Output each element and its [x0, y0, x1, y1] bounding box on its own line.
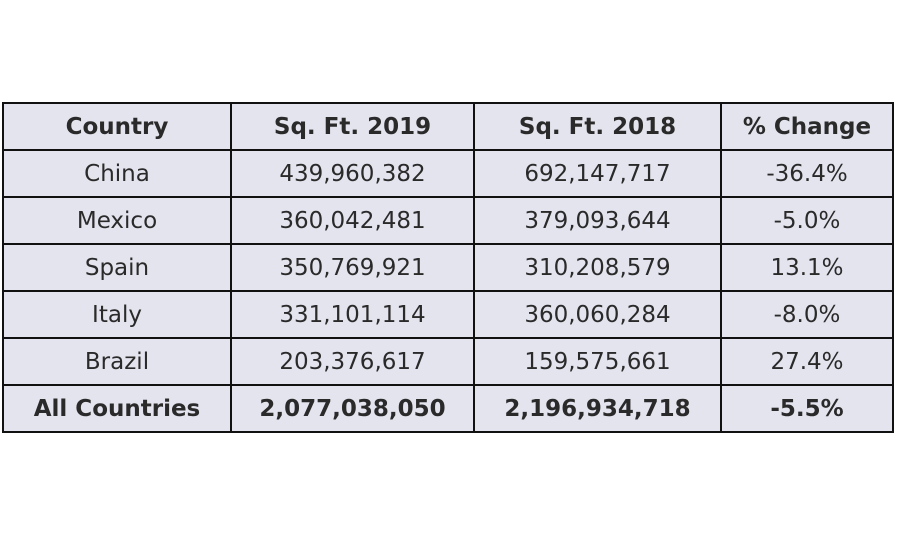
cell-country: Spain [2, 243, 232, 292]
cell-sqft-2019: 360,042,481 [230, 196, 475, 245]
total-row: All Countries 2,077,038,050 2,196,934,718-… [2, 384, 894, 433]
table-row: Mexico 360,042,481 379,093,644 -5.0% [2, 196, 894, 245]
cell-country: All Countries [2, 384, 232, 433]
cell-sqft-2019: 439,960,382 [230, 149, 475, 198]
cell-sqft-2018: 159,575,661 [473, 337, 722, 386]
cell-pct-change: -5.5% [720, 384, 894, 433]
table-row: Spain 350,769,921 310,208,579 13.1% [2, 243, 894, 292]
table-row: Italy 331,101,114 360,060,284 -8.0% [2, 290, 894, 339]
cell-sqft-2019: 331,101,114 [230, 290, 475, 339]
cell-sqft-2019: 2,077,038,050 [230, 384, 475, 433]
cell-country: China [2, 149, 232, 198]
cell-pct-change: 13.1% [720, 243, 894, 292]
cell-country: Mexico [2, 196, 232, 245]
header-sqft-2018: Sq. Ft. 2018 [473, 102, 722, 151]
cell-pct-change: -8.0% [720, 290, 894, 339]
cell-sqft-2019: 350,769,921 [230, 243, 475, 292]
cell-sqft-2018: 379,093,644 [473, 196, 722, 245]
cell-sqft-2018: 360,060,284 [473, 290, 722, 339]
imports-table: Country Sq. Ft. 2019 Sq. Ft. 2018 % Chan… [2, 102, 894, 433]
cell-pct-change: 27.4% [720, 337, 894, 386]
header-pct-change: % Change [720, 102, 894, 151]
cell-country: Brazil [2, 337, 232, 386]
header-row: Country Sq. Ft. 2019 Sq. Ft. 2018 % Chan… [2, 102, 894, 151]
cell-country: Italy [2, 290, 232, 339]
table-row: China 439,960,382 692,147,717 -36.4% [2, 149, 894, 198]
header-country: Country [2, 102, 232, 151]
cell-pct-change: -36.4% [720, 149, 894, 198]
cell-pct-change: -5.0% [720, 196, 894, 245]
header-sqft-2019: Sq. Ft. 2019 [230, 102, 475, 151]
cell-sqft-2018: 692,147,717 [473, 149, 722, 198]
cell-sqft-2018: 310,208,579 [473, 243, 722, 292]
cell-sqft-2019: 203,376,617 [230, 337, 475, 386]
cell-sqft-2018: 2,196,934,718 [473, 384, 722, 433]
table-row: Brazil 203,376,617 159,575,661 27.4% [2, 337, 894, 386]
